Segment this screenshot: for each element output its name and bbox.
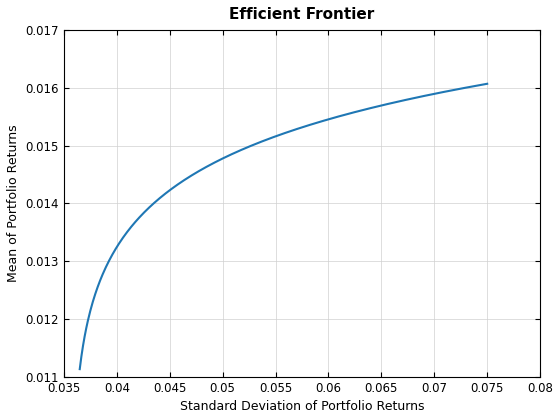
Title: Efficient Frontier: Efficient Frontier xyxy=(230,7,375,22)
Y-axis label: Mean of Portfolio Returns: Mean of Portfolio Returns xyxy=(7,125,20,282)
X-axis label: Standard Deviation of Portfolio Returns: Standard Deviation of Portfolio Returns xyxy=(180,400,424,413)
